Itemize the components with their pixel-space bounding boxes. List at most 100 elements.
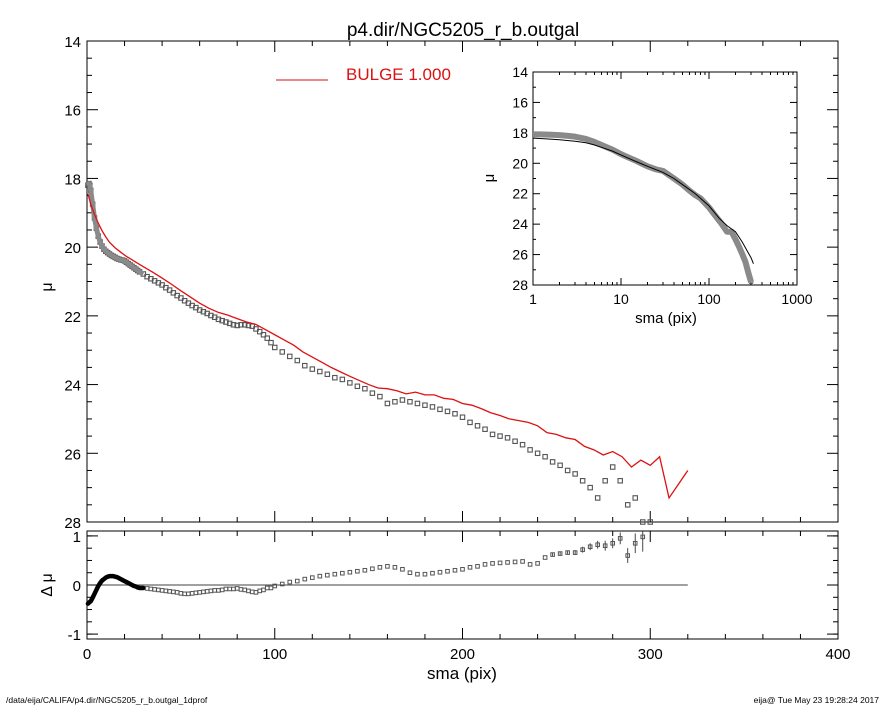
main-data-point (399, 397, 406, 403)
main-data-point (279, 349, 286, 355)
residual-y-tick-label: -1 (68, 627, 81, 644)
main-y-tick-label: 24 (64, 378, 81, 395)
main-data-point (226, 320, 233, 327)
residual-data-point (287, 579, 293, 585)
residual-x-tick-label: 100 (262, 646, 287, 663)
footer-timestamp: eija@ Tue May 23 19:28:24 2017 (754, 695, 880, 705)
residual-data-point (340, 570, 345, 576)
residual-data-point (422, 571, 428, 577)
main-y-ticks: 14 16 18 20 22 24 26 28 (64, 34, 838, 532)
residual-data-markers (85, 531, 646, 606)
residual-plot: -101 0 100 200 300 400 Δ μ sma (pix) (39, 529, 851, 683)
main-data-point (647, 519, 653, 525)
residual-data-point (505, 560, 510, 565)
residual-data-point (467, 565, 473, 570)
main-y-tick-label: 16 (64, 103, 81, 120)
main-data-point (215, 316, 222, 323)
residual-data-point (512, 559, 518, 565)
residual-data-point (520, 559, 525, 564)
main-data-point (459, 414, 466, 420)
residual-data-point (625, 553, 631, 558)
main-data-point (474, 423, 481, 429)
residual-data-point (437, 569, 443, 575)
residual-data-point (595, 542, 600, 548)
main-plot: 14 16 18 20 22 24 26 28 μ BULGE 1.000 (39, 34, 839, 532)
residual-data-point (617, 536, 623, 541)
main-data-point (219, 317, 225, 324)
residual-x-tick-label: 300 (638, 646, 663, 663)
residual-data-point (632, 540, 638, 546)
inset-x-tick-label: 10 (613, 291, 629, 307)
main-data-point (429, 404, 436, 410)
residual-data-point (587, 544, 593, 550)
inset-data-band (533, 131, 754, 283)
residual-y-tick-label: 0 (73, 578, 81, 595)
residual-data-point (400, 566, 405, 572)
residual-data-point (610, 540, 616, 546)
residual-data-point (332, 571, 338, 577)
main-data-point (407, 398, 413, 405)
residual-data-point (415, 571, 420, 577)
footer-path: /data/eija/CALIFA/p4.dir/NGC5205_r_b.out… (6, 695, 208, 705)
residual-data-point (347, 569, 353, 575)
residual-data-point (377, 565, 383, 570)
inset-y-tick-label: 24 (512, 216, 528, 232)
residual-x-tick-label: 0 (83, 646, 91, 663)
residual-data-point (430, 570, 435, 576)
residual-data-point (370, 566, 375, 572)
main-data-point (414, 400, 421, 407)
residual-data-point (580, 547, 585, 552)
residual-data-point (475, 564, 480, 569)
inset-y-label: μ (481, 174, 498, 183)
residual-x-ticks: 0 100 200 300 400 (83, 531, 851, 663)
main-data-point (362, 385, 368, 392)
main-data-point (639, 519, 646, 525)
chart-title: p4.dir/NGC5205_r_b.outgal (347, 20, 579, 41)
residual-data-point (535, 561, 540, 566)
main-data-point (294, 357, 301, 364)
residual-data-point (272, 583, 278, 589)
residual-data-point (452, 567, 458, 573)
main-data-point (497, 433, 503, 439)
main-data-point (632, 495, 638, 501)
residual-data-point (640, 534, 646, 540)
bulge-model-line (87, 193, 689, 500)
residual-y-tick-label: 1 (73, 529, 81, 546)
residual-data-point (294, 578, 300, 584)
residual-data-point (325, 572, 330, 578)
main-data-markers (85, 180, 653, 525)
main-y-label: μ (39, 282, 56, 291)
residual-x-tick-label: 200 (450, 646, 475, 663)
inset-y-tick-label: 14 (512, 64, 528, 80)
inset-y-tick-label: 28 (512, 277, 528, 293)
main-data-point (557, 462, 563, 469)
main-data-point (256, 328, 263, 335)
inset-x-label: sma (pix) (635, 310, 697, 327)
inset-y-tick-label: 20 (512, 155, 528, 171)
main-data-point (504, 435, 511, 441)
inset-y-tick-label: 16 (512, 94, 528, 110)
residual-data-point (355, 568, 360, 574)
main-data-point (339, 376, 346, 383)
residual-data-point (550, 552, 555, 557)
residual-y-label: Δ μ (39, 573, 56, 596)
inset-y-tick-label: 22 (512, 186, 528, 202)
residual-data-point (527, 562, 533, 567)
main-data-point (527, 447, 533, 453)
main-data-point (572, 471, 578, 477)
main-data-point (467, 419, 473, 426)
residual-data-point (460, 566, 465, 572)
main-data-point (482, 426, 488, 432)
main-y-tick-label: 18 (64, 171, 81, 188)
residual-data-point (602, 543, 608, 549)
main-data-point (332, 374, 338, 381)
main-data-point (384, 400, 391, 407)
main-y-tick-label: 22 (64, 309, 81, 326)
main-data-point (354, 383, 361, 390)
residual-x-tick-label: 400 (825, 646, 850, 663)
residual-data-point (445, 568, 450, 574)
main-data-point (452, 411, 458, 417)
residual-data-point (407, 570, 413, 576)
main-data-point (238, 322, 244, 328)
